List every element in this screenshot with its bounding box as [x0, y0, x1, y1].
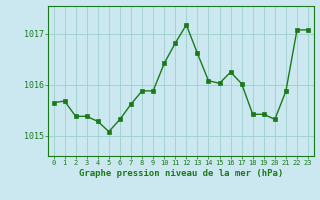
X-axis label: Graphe pression niveau de la mer (hPa): Graphe pression niveau de la mer (hPa) — [79, 169, 283, 178]
